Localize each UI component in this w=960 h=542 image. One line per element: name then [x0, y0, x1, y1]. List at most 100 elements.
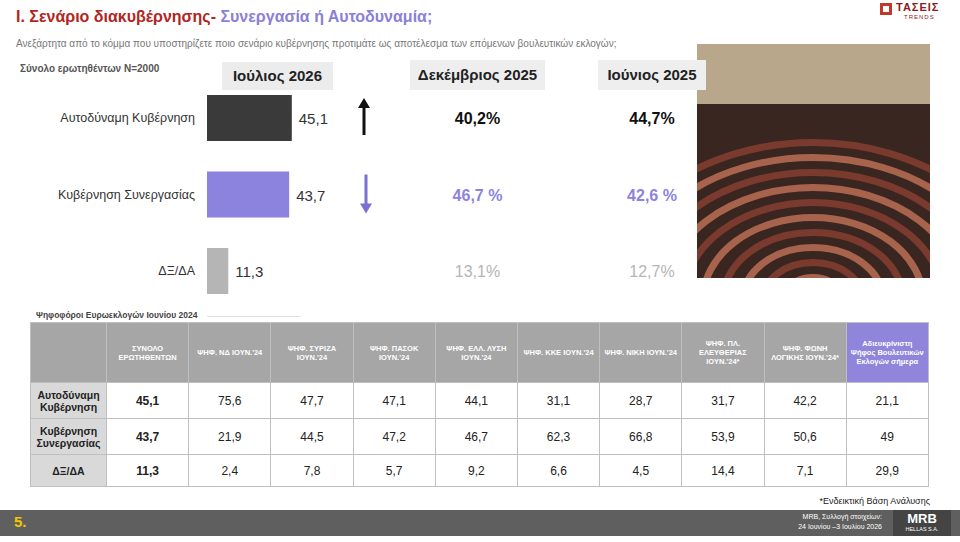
title-prefix: Ι. Σενάριο διακυβέρνησης-: [16, 8, 220, 25]
table-cell: 50,6: [764, 419, 846, 455]
photo-arc: [697, 188, 930, 278]
column-head: ΨΗΦ. ΕΛΛ. ΛΥΣΗ ΙΟΥΝ.'24: [435, 323, 517, 383]
table-cell: 66,8: [600, 419, 682, 455]
comparison-value: 12,7%: [629, 263, 674, 280]
question: Ανεξάρτητα από το κόμμα που υποστηρίζετε…: [16, 38, 616, 49]
category-label: Αυτοδύναμη Κυβέρνηση: [60, 111, 195, 125]
table-cell: 53,9: [682, 419, 764, 455]
table-cell: 29,9: [846, 455, 928, 487]
trend-arrow-head: [358, 98, 370, 108]
category-label: ΔΞ/ΔΑ: [158, 264, 195, 278]
column-head: ΨΗΦ. ΠΑΣΟΚ ΙΟΥΝ.'24: [353, 323, 435, 383]
source: 24 Ιουνίου –3 Ιουλίου 2026: [798, 523, 882, 530]
row-label: ΔΞ/ΔΑ: [31, 455, 107, 487]
page-number: 5.: [14, 513, 27, 530]
table-cell: 21,1: [846, 383, 928, 419]
table-cell: 7,1: [764, 455, 846, 487]
x-axis-line: [207, 316, 301, 317]
table-cell: 47,2: [353, 419, 435, 455]
photo-wall: [697, 44, 930, 104]
header-row: ΣΥΝΟΛΟ ΕΡΩΤΗΘΕΝΤΩΝΨΗΦ. ΝΔ ΙΟΥΝ.'24ΨΗΦ. Σ…: [31, 323, 929, 383]
logo-mark-inner: [883, 6, 889, 12]
logo-text: ΤΑΣΕΙΣ: [896, 1, 939, 13]
comparison-value: 13,1%: [455, 263, 500, 280]
footnote: *Ενδεικτική Βάση Ανάλυσης: [819, 496, 930, 506]
photo-arc: [763, 263, 863, 279]
table-cell: 28,7: [600, 383, 682, 419]
footer-logo: MRB: [893, 511, 951, 526]
table-cell: 11,3: [107, 455, 189, 487]
page: Αυτοδύναμη Κυβέρνηση45,1Κυβέρνηση Συνεργ…: [0, 0, 960, 542]
table-cell: 5,7: [353, 455, 435, 487]
table-row: Αυτοδύναμη Κυβέρνηση45,175,647,747,144,1…: [31, 383, 929, 419]
trend-arrow-shaft: [363, 106, 366, 135]
footer-logo-box: [893, 510, 951, 536]
comparison-title: Δεκέμβριος 2025: [410, 60, 545, 90]
table-cell: 14,4: [682, 455, 764, 487]
table-cell: 45,1: [107, 383, 189, 419]
photo-arc: [697, 158, 930, 278]
column-head: ΨΗΦ. ΝΙΚΗ ΙΟΥΝ.'24: [600, 323, 682, 383]
table-cell: 42,2: [764, 383, 846, 419]
tbody: ΣΥΝΟΛΟ ΕΡΩΤΗΘΕΝΤΩΝΨΗΦ. ΝΔ ΙΟΥΝ.'24ΨΗΦ. Σ…: [31, 323, 929, 487]
bars: [207, 95, 292, 294]
logo-mark: [880, 3, 892, 15]
table-caption: Ψηφοφόροι Ευρωεκλογών Ιουνίου 2024: [36, 310, 197, 320]
column-head: ΨΗΦ. ΚΚΕ ΙΟΥΝ.'24: [517, 323, 599, 383]
column-head: ΨΗΦ. ΝΔ ΙΟΥΝ.'24: [189, 323, 271, 383]
logo-sub: TRENDS: [904, 14, 935, 20]
comparison-value: 40,2%: [455, 110, 500, 127]
trend-arrow-head: [360, 204, 372, 214]
column-head: ΨΗΦ. ΣΥΡΙΖΑ ΙΟΥΝ.'24: [271, 323, 353, 383]
row-label: Αυτοδύναμη Κυβέρνηση: [31, 383, 107, 419]
column-head: ΣΥΝΟΛΟ ΕΡΩΤΗΘΕΝΤΩΝ: [107, 323, 189, 383]
bar: [207, 95, 292, 141]
table-cell: 2,4: [189, 455, 271, 487]
photo-arc: [783, 278, 843, 279]
corner-cell: [31, 323, 107, 383]
title-highlight: Συνεργασία ή Αυτοδυναμία;: [220, 8, 432, 25]
data-label: 11,3: [235, 263, 263, 280]
base: Σύνολο ερωτηθέντων N=2000: [20, 63, 159, 74]
table-row: ΔΞ/ΔΑ11,32,47,85,79,26,64,514,47,129,9: [31, 455, 929, 487]
table-cell: 47,1: [353, 383, 435, 419]
table-cell: 9,2: [435, 455, 517, 487]
comparison-value: 46,7 %: [453, 187, 503, 204]
table-cell: 4,5: [600, 455, 682, 487]
table-cell: 75,6: [189, 383, 271, 419]
footer-bar: [0, 510, 960, 536]
photo-arc: [697, 173, 930, 278]
footer-logo-sub: HELLAS S.A.: [893, 526, 951, 532]
photo-arc: [697, 143, 930, 279]
table-cell: 6,6: [517, 455, 599, 487]
photo-arc: [703, 217, 923, 278]
table-cell: 44,1: [435, 383, 517, 419]
row-label: Κυβέρνηση Συνεργασίας: [31, 419, 107, 455]
table-cell: 49: [846, 419, 928, 455]
data-label: 45,1: [299, 110, 328, 127]
photo-arc: [743, 248, 883, 279]
table-cell: 31,1: [517, 383, 599, 419]
table: ΣΥΝΟΛΟ ΕΡΩΤΗΘΕΝΤΩΝΨΗΦ. ΝΔ ΙΟΥΝ.'24ΨΗΦ. Σ…: [30, 322, 929, 487]
category-label: Κυβέρνηση Συνεργασίας: [58, 188, 195, 202]
table-cell: 31,7: [682, 383, 764, 419]
column-head: ΨΗΦ. ΠΛ. ΕΛΕΥΘΕΡΙΑΣ ΙΟΥΝ.'24*: [682, 323, 764, 383]
table-cell: 44,5: [271, 419, 353, 455]
table-cell: 46,7: [435, 419, 517, 455]
data-label: 43,7: [296, 187, 325, 204]
comparison-value: 42,6 %: [627, 187, 677, 204]
column-head: ΨΗΦ. ΦΩΝΗ ΛΟΓΙΚΗΣ ΙΟΥΝ.'24*: [764, 323, 846, 383]
table-cell: 7,8: [271, 455, 353, 487]
photo-arc: [723, 232, 903, 278]
chart-title: Ιούλιος 2026: [222, 62, 333, 90]
table-cell: 47,7: [271, 383, 353, 419]
bar: [207, 172, 289, 218]
table-cell: 43,7: [107, 419, 189, 455]
column-head: Αδιευκρίνιστη Ψήφος Βουλευτικών Εκλογών …: [846, 323, 928, 383]
table-cell: 21,9: [189, 419, 271, 455]
comparison-value: 44,7%: [629, 110, 674, 127]
table-cell: 62,3: [517, 419, 599, 455]
source: MRB, Συλλογή στοιχείων:: [803, 513, 882, 520]
bar: [207, 248, 228, 294]
photo: [697, 44, 930, 278]
